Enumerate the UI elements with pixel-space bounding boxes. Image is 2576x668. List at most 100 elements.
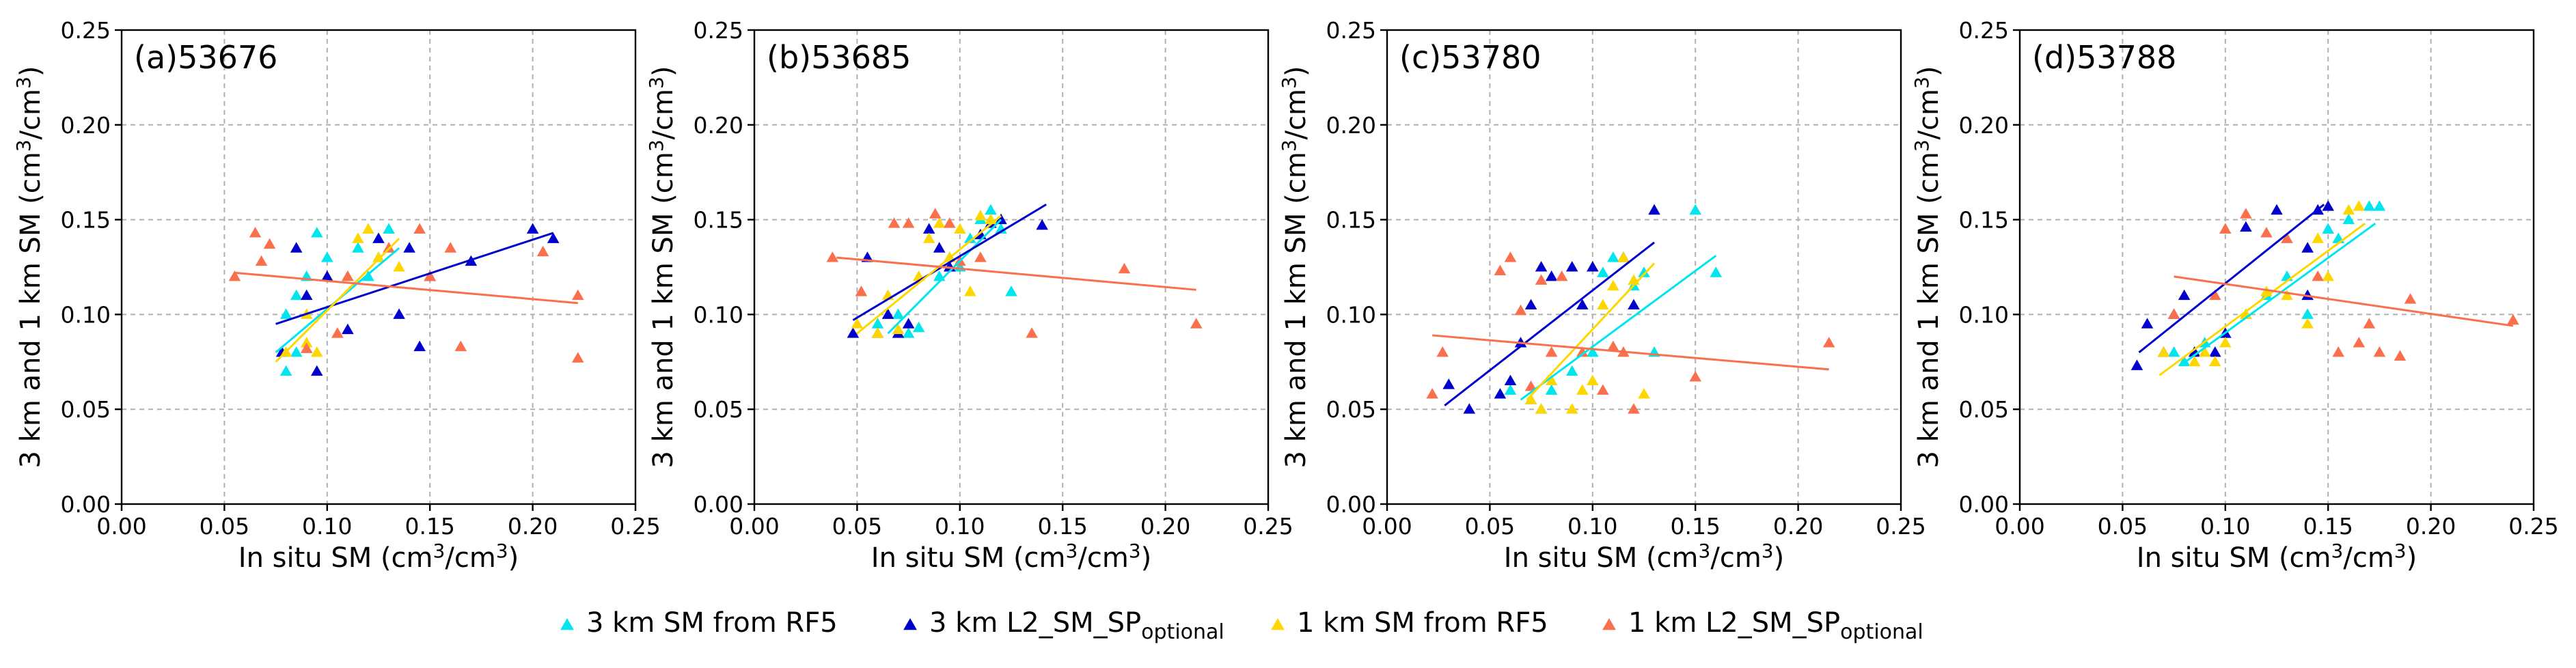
- data-point-triangle: [352, 232, 364, 243]
- y-tick-label: 0.00: [1326, 491, 1376, 518]
- x-axis-label-mid: /cm: [2343, 542, 2394, 574]
- data-point-triangle: [2312, 232, 2324, 243]
- y-axis-label-prefix: 3 km and 1 km SM (cm: [1913, 152, 1945, 468]
- x-tick-label: 0.10: [302, 513, 352, 540]
- fit-line: [887, 219, 1002, 335]
- legend-marker-icon: [560, 617, 574, 630]
- data-point-triangle: [526, 223, 539, 234]
- x-axis-label-suffix: ): [508, 542, 519, 574]
- data-point-triangle: [1005, 286, 1017, 296]
- y-axis-label-suffix: ): [1913, 66, 1945, 77]
- data-point-triangle: [1576, 384, 1589, 395]
- data-point-triangle: [300, 342, 313, 353]
- x-axis-label-suffix: ): [2407, 542, 2417, 574]
- data-point-triangle: [1648, 204, 1660, 215]
- y-axis-label: 3 km and 1 km SM (cm3/cm3): [1910, 66, 1945, 469]
- data-point-triangle: [1545, 270, 1558, 281]
- panel-title: (d)53788: [2032, 39, 2176, 76]
- data-point-triangle: [331, 327, 344, 338]
- y-axis-label-suffix: ): [15, 66, 46, 77]
- data-point-triangle: [1524, 298, 1537, 309]
- y-axis-label-mid: /cm: [1280, 89, 1312, 139]
- data-point-triangle: [300, 337, 313, 348]
- legend-marker-icon: [1271, 617, 1285, 630]
- x-tick-label: 0.00: [1995, 513, 2044, 540]
- fit-line: [1526, 262, 1656, 401]
- data-point-triangle: [2141, 318, 2154, 329]
- x-tick-label: 0.15: [1037, 513, 1087, 540]
- data-point-triangle: [964, 232, 976, 243]
- data-point-triangle: [933, 242, 946, 253]
- data-point-triangle: [310, 227, 323, 238]
- x-axis-label-mid: /cm: [445, 542, 495, 574]
- data-point-triangle: [362, 223, 374, 234]
- y-axis-label-suffix: ): [648, 66, 679, 77]
- legend-marker-icon: [1602, 617, 1616, 630]
- data-point-triangle: [263, 238, 276, 249]
- x-axis-label: In situ SM (cm3/cm3): [2137, 540, 2417, 574]
- data-point-triangle: [228, 270, 241, 281]
- data-point-triangle: [1535, 261, 1548, 272]
- y-tick-label: 0.00: [694, 491, 743, 518]
- y-tick-label: 0.25: [61, 17, 111, 44]
- y-axis-label-mid: /cm: [1913, 89, 1945, 139]
- data-point-triangle: [383, 242, 395, 253]
- data-point-triangle: [1607, 251, 1619, 262]
- y-axis-label-prefix: 3 km and 1 km SM (cm: [1280, 152, 1312, 468]
- x-tick-label: 0.10: [935, 513, 985, 540]
- plot-frame: [1386, 29, 1902, 505]
- data-point-triangle: [310, 365, 323, 376]
- data-point-triangle: [1118, 262, 1131, 274]
- data-point-triangle: [2198, 346, 2211, 357]
- data-point-triangle: [571, 289, 584, 301]
- fit-line: [1444, 241, 1655, 406]
- y-axis-label-exponent: 3: [1910, 76, 1933, 89]
- data-point-triangle: [2332, 232, 2345, 243]
- data-point-triangle: [2219, 337, 2232, 348]
- y-tick-label: 0.15: [694, 207, 743, 234]
- fit-line: [1432, 334, 1829, 371]
- y-tick-label: 0.15: [61, 207, 111, 234]
- data-point-triangle: [2322, 223, 2334, 234]
- data-point-triangle: [902, 327, 915, 338]
- data-point-triangle: [1036, 219, 1048, 230]
- x-tick-label: 0.00: [96, 513, 146, 540]
- data-point-triangle: [1638, 388, 1650, 399]
- data-point-triangle: [2342, 204, 2355, 215]
- y-tick-label: 0.05: [61, 396, 111, 423]
- data-point-triangle: [2507, 314, 2519, 325]
- panel-a53676: 0.00 0.05 0.10 0.15 0.20 0.25 0.00 0.05 0.10 0.15…: [12, 17, 661, 574]
- fit-line: [275, 232, 554, 325]
- data-point-triangle: [2301, 318, 2314, 329]
- x-axis-label-suffix: ): [1774, 542, 1785, 574]
- data-point-triangle: [372, 251, 385, 262]
- y-tick-label: 0.10: [1959, 301, 2009, 328]
- x-tick-label: 0.20: [1773, 513, 1823, 540]
- data-point-triangle: [871, 327, 884, 338]
- data-point-triangle: [871, 318, 884, 329]
- data-point-triangle: [352, 242, 364, 253]
- x-axis-label: In situ SM (cm3/cm3): [238, 540, 519, 574]
- data-point-triangle: [413, 223, 426, 234]
- data-point-triangle: [1597, 266, 1609, 277]
- x-axis-label: In situ SM (cm3/cm3): [871, 540, 1151, 574]
- data-point-triangle: [1545, 374, 1558, 386]
- data-point-triangle: [2281, 270, 2293, 281]
- y-axis-label: 3 km and 1 km SM (cm3/cm3): [12, 66, 46, 469]
- data-point-triangle: [985, 204, 997, 215]
- y-tick-label: 0.20: [1959, 112, 2009, 139]
- x-axis-label-mid: /cm: [1078, 542, 1128, 574]
- x-axis-label-prefix: In situ SM (cm: [871, 542, 1066, 574]
- data-point-triangle: [1628, 298, 1640, 309]
- data-point-triangle: [454, 340, 467, 352]
- data-point-triangle: [888, 217, 901, 228]
- data-point-triangle: [1494, 388, 1507, 399]
- y-axis-label-exponent: 3: [645, 139, 668, 152]
- data-point-triangle: [279, 308, 292, 319]
- data-point-triangle: [2363, 200, 2376, 211]
- data-point-triangle: [2281, 289, 2293, 301]
- data-point-triangle: [444, 242, 457, 253]
- fit-line: [2174, 275, 2514, 327]
- fit-line: [836, 256, 1196, 291]
- data-point-triangle: [300, 289, 313, 301]
